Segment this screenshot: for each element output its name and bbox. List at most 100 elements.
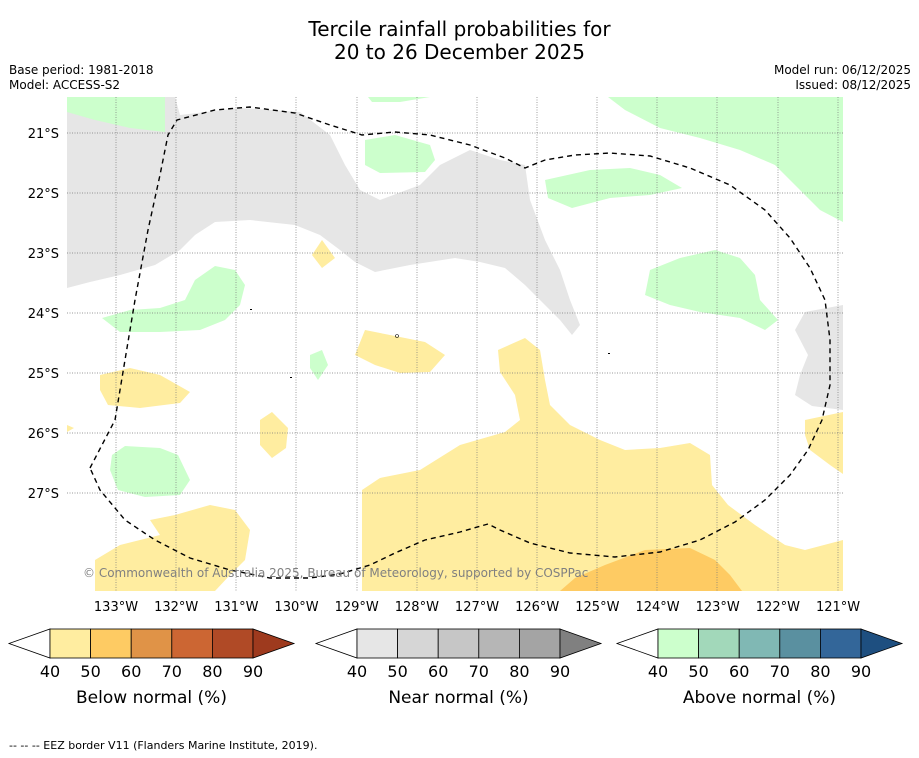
colorbar-segment xyxy=(820,628,862,659)
above-normal-region xyxy=(110,446,190,497)
colorbar-extend-high xyxy=(252,628,296,659)
colorbar-tick-label: 40 xyxy=(347,662,367,681)
colorbar-segment xyxy=(211,628,254,659)
near-normal-region xyxy=(67,97,580,335)
colorbar-tick-label: 60 xyxy=(428,662,448,681)
colorbar-tick-label: 80 xyxy=(202,662,222,681)
colorbar-segment xyxy=(779,628,821,659)
lon-tick-label: 126°W xyxy=(515,600,559,615)
chart-title: Tercile rainfall probabilities for 20 to… xyxy=(0,18,919,64)
colorbar-tick-label: 90 xyxy=(550,662,570,681)
near-normal-region-east xyxy=(795,305,843,410)
above-normal-region xyxy=(365,135,435,173)
colorbar-segment xyxy=(49,628,91,659)
lat-tick-label: 21°S xyxy=(28,127,59,142)
colorbar-segment xyxy=(437,628,480,659)
colorbar-tick-label: 60 xyxy=(729,662,749,681)
colorbar-segment xyxy=(130,628,173,659)
colorbar-label: Above normal (%) xyxy=(683,688,836,708)
issued-date: Issued: 08/12/2025 xyxy=(795,78,911,92)
lat-tick-label: 24°S xyxy=(28,307,59,322)
colorbar-near: 40 50 60 70 80 90 Near normal (%) xyxy=(314,628,603,708)
title-line-1: Tercile rainfall probabilities for xyxy=(308,17,611,41)
map-area: © Commonwealth of Australia 2025, Bureau… xyxy=(67,97,843,591)
colorbar-segment xyxy=(90,628,132,659)
colorbar-tick-label: 80 xyxy=(509,662,529,681)
colorbar-tick-label: 50 xyxy=(387,662,407,681)
below-normal-region xyxy=(95,505,250,591)
colorbar-above: 40 50 60 70 80 90 Above normal (%) xyxy=(615,628,904,708)
colorbar-tick-label: 90 xyxy=(851,662,871,681)
colorbar-tick-label: 40 xyxy=(40,662,60,681)
lon-tick-label: 125°W xyxy=(575,600,619,615)
colorbar-tick-label: 70 xyxy=(770,662,790,681)
eez-footer-note: -- -- -- EEZ border V11 (Flanders Marine… xyxy=(9,739,318,752)
below-normal-region xyxy=(362,338,843,591)
lon-tick-label: 131°W xyxy=(214,600,258,615)
meta-right: Model run: 06/12/2025 Issued: 08/12/2025 xyxy=(774,63,911,93)
colorbar-tick-label: 90 xyxy=(243,662,263,681)
above-normal-region xyxy=(608,97,843,222)
model-run: Model run: 06/12/2025 xyxy=(773,63,911,77)
colorbar-below: 40 50 60 70 80 90 Below normal (%) xyxy=(7,628,296,708)
above-normal-region xyxy=(102,266,245,332)
below-normal-region xyxy=(67,425,74,432)
eez-border xyxy=(89,106,831,579)
lat-tick-labels: 21°S 22°S 23°S 24°S 25°S 26°S 27°S xyxy=(28,127,59,502)
lon-tick-label: 128°W xyxy=(395,600,439,615)
model-name: Model: ACCESS-S2 xyxy=(9,78,121,92)
above-normal-region xyxy=(310,350,328,380)
colorbar-segment xyxy=(171,628,213,659)
lon-tick-label: 124°W xyxy=(635,600,679,615)
island-markers xyxy=(250,309,610,378)
colorbar-tick-label: 40 xyxy=(648,662,668,681)
colorbar-tick-label: 50 xyxy=(80,662,100,681)
above-normal-region xyxy=(645,250,778,330)
colorbar-tick-label: 70 xyxy=(162,662,182,681)
lat-tick-label: 27°S xyxy=(28,487,59,502)
colorbar-segment xyxy=(478,628,520,659)
above-normal-region xyxy=(545,168,682,208)
colorbar-extend-low xyxy=(615,628,659,659)
lat-tick-label: 26°S xyxy=(28,427,59,442)
meta-left: Base period: 1981-2018 Model: ACCESS-S2 xyxy=(9,63,154,93)
lon-tick-label: 123°W xyxy=(696,600,740,615)
title-line-2: 20 to 26 December 2025 xyxy=(333,40,585,64)
lon-tick-label: 133°W xyxy=(94,600,138,615)
colorbar-segment xyxy=(397,628,439,659)
lat-tick-label: 22°S xyxy=(28,187,59,202)
lon-tick-label: 121°W xyxy=(816,600,860,615)
colorbars: 40 50 60 70 80 90 Below normal (%) 40 50 60 70 80 90… xyxy=(7,628,904,708)
lat-tick-label: 25°S xyxy=(28,367,59,382)
colorbar-tick-label: 50 xyxy=(688,662,708,681)
lon-tick-label: 122°W xyxy=(756,600,800,615)
colorbar-tick-label: 60 xyxy=(121,662,141,681)
copyright-text: © Commonwealth of Australia 2025, Bureau… xyxy=(83,566,588,580)
below-normal-region xyxy=(355,330,445,373)
colorbar-extend-high xyxy=(559,628,603,659)
colorbar-segment xyxy=(356,628,398,659)
above-normal-region xyxy=(368,97,430,102)
lat-tick-label: 23°S xyxy=(28,247,59,262)
colorbar-segment xyxy=(698,628,740,659)
colorbar-label: Near normal (%) xyxy=(388,688,528,708)
lon-tick-label: 129°W xyxy=(335,600,379,615)
colorbar-segment xyxy=(657,628,699,659)
colorbar-tick-label: 70 xyxy=(469,662,489,681)
below-normal-region-50 xyxy=(560,548,742,591)
colorbar-extend-low xyxy=(7,628,51,659)
base-period: Base period: 1981-2018 xyxy=(9,63,154,77)
colorbar-extend-high xyxy=(860,628,904,659)
below-normal-region xyxy=(260,412,288,458)
lon-tick-label: 132°W xyxy=(154,600,198,615)
colorbar-label: Below normal (%) xyxy=(76,688,227,708)
below-normal-region xyxy=(805,412,843,474)
lat-gridlines xyxy=(67,132,843,494)
colorbar-extend-low xyxy=(314,628,358,659)
below-normal-region xyxy=(100,368,190,408)
colorbar-segment xyxy=(519,628,561,659)
colorbar-tick-label: 80 xyxy=(810,662,830,681)
below-normal-region xyxy=(312,240,335,268)
lon-tick-label: 130°W xyxy=(274,600,318,615)
